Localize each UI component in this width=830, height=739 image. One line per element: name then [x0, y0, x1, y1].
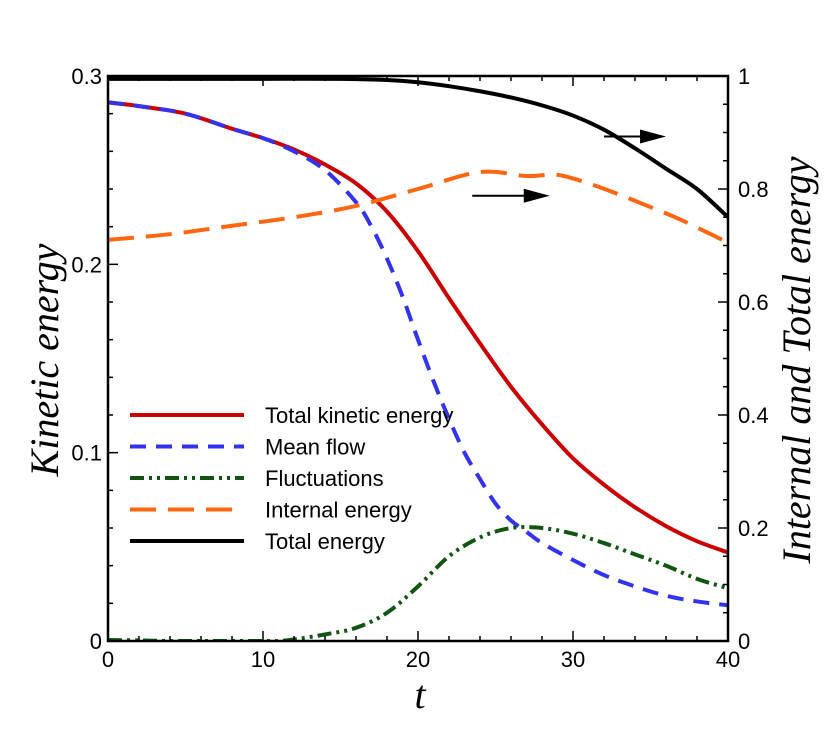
x-tick-label: 0 — [102, 647, 114, 672]
annotations — [472, 129, 666, 203]
x-tick-label: 20 — [406, 647, 430, 672]
y-tick-label: 0.3 — [71, 64, 102, 89]
legend-label: Fluctuations — [265, 466, 384, 491]
series-line-1 — [108, 100, 728, 555]
arrow-head-icon — [640, 129, 666, 144]
plot-lines — [108, 76, 728, 641]
x-tick-label: 10 — [251, 647, 275, 672]
legend-label: Mean flow — [265, 435, 365, 460]
axis-ticks — [107, 75, 729, 642]
y2-tick-label: 0.8 — [738, 177, 769, 202]
y-tick-label: 0.1 — [71, 441, 102, 466]
legend: Total kinetic energy Mean flow Fluctuation… — [130, 403, 453, 554]
y2-tick-label: 0.4 — [738, 403, 769, 428]
x-tick-label: 30 — [561, 647, 585, 672]
y-tick-label: 0 — [90, 629, 102, 654]
x-axis-title: t — [414, 672, 426, 717]
y2-tick-label: 1 — [738, 64, 750, 89]
y2-tick-label: 0.6 — [738, 290, 769, 315]
legend-label: Total energy — [265, 529, 385, 554]
series-line-5 — [108, 76, 728, 219]
series-line-3 — [108, 525, 728, 641]
arrow-head-icon — [523, 188, 550, 203]
series-line-2 — [108, 100, 728, 608]
y2-tick-label: 0.2 — [738, 516, 769, 541]
legend-label: Total kinetic energy — [265, 403, 453, 428]
y2-axis-title: Internal and Total energy — [774, 156, 819, 564]
legend-label: Internal energy — [265, 498, 412, 523]
series-line-4 — [108, 169, 728, 245]
y-tick-label: 0.2 — [71, 252, 102, 277]
x-tick-label: 40 — [716, 647, 740, 672]
y2-tick-label: 0 — [738, 629, 750, 654]
y-axis-title: Kinetic energy — [22, 243, 67, 477]
